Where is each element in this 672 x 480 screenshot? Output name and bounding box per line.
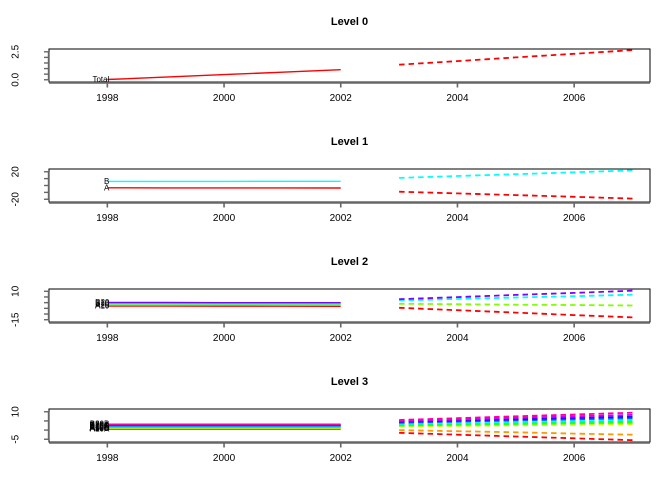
forecast-line-a20a: [399, 421, 633, 427]
forecast-line-a: [399, 190, 633, 200]
x-tick-label: 1998: [96, 333, 119, 344]
panel-level-3: Level 3 1998 2000 2002 2004 2006 10 -5 A10AA10BA…: [11, 376, 651, 464]
x-tick-label: 2004: [446, 453, 469, 464]
panel-level-1: Level 1 1998 2000 2002 2004 2006 20 -20 AB: [11, 136, 651, 224]
x-tick-label: 2000: [213, 213, 236, 224]
series-label-b20: B20: [95, 298, 110, 307]
plot-box: [48, 168, 651, 203]
series-label-a: A: [104, 183, 110, 192]
series-label-a10a: A10A: [90, 425, 110, 434]
x-tick-label: 2000: [213, 453, 236, 464]
x-tick-label: 2002: [330, 93, 353, 104]
series-label-a20: A20: [95, 300, 110, 309]
x-tick-label: 2004: [446, 213, 469, 224]
x-tick-label: 1998: [96, 213, 119, 224]
x-tick-label: 2006: [563, 213, 586, 224]
series-label-a20a: A20A: [90, 423, 110, 432]
series-label-a20b: A20B: [90, 422, 110, 431]
x-tick-label: 2006: [563, 333, 586, 344]
forecast-line-b20a: [399, 414, 633, 422]
series-label-b20b: B20B: [90, 420, 110, 429]
y-tick-label: 10: [11, 406, 22, 418]
forecast-line-b10: [399, 293, 633, 302]
series-label-b: B: [104, 177, 109, 186]
forecast-line-a10a: [399, 431, 633, 442]
forecast-line-b: [399, 169, 633, 179]
x-tick-label: 2006: [563, 453, 586, 464]
forecast-line-b20b: [399, 411, 633, 421]
forecast-line-total: [399, 49, 633, 66]
panel-title: Level 3: [331, 376, 368, 388]
plot-box: [48, 48, 651, 83]
series-label-b10a: B10A: [90, 422, 110, 431]
series-label-total: Total: [92, 75, 109, 84]
series-label-a10c: A10C: [89, 424, 109, 433]
x-tick-label: 2002: [330, 333, 353, 344]
x-tick-label: 2004: [446, 333, 469, 344]
x-tick-label: 1998: [96, 453, 119, 464]
x-tick-label: 2000: [213, 333, 236, 344]
forecast-line-b10a: [399, 418, 633, 425]
y-tick-label: 10: [11, 285, 22, 297]
y-tick-label: -5: [11, 434, 22, 443]
forecast-line-a20b: [399, 420, 633, 426]
series-label-b10c: B10C: [89, 421, 109, 430]
x-tick-label: 2004: [446, 93, 469, 104]
panel-level-2: Level 2 1998 2000 2002 2004 2006 10 -15 A10A20B1…: [11, 256, 651, 344]
y-tick-label: 0.0: [11, 72, 22, 86]
forecast-line-b10c: [399, 415, 633, 423]
y-tick-label: -15: [11, 312, 22, 327]
history-line-total: [107, 69, 341, 81]
x-tick-label: 2006: [563, 93, 586, 104]
series-label-b10b: B10B: [90, 421, 110, 430]
series-label-a10: A10: [95, 302, 110, 311]
y-tick-label: 2.5: [11, 44, 22, 58]
x-tick-label: 2000: [213, 93, 236, 104]
forecast-line-a10c: [399, 423, 633, 428]
series-label-b10: B10: [95, 299, 110, 308]
y-tick-label: 20: [11, 166, 22, 178]
panel-level-0: Level 0 1998 2000 2002 2004 2006 2.5 0.0 Total: [11, 16, 651, 104]
forecast-line-b20: [399, 289, 633, 301]
x-tick-label: 2002: [330, 213, 353, 224]
panel-title: Level 1: [331, 136, 368, 148]
series-label-a10b: A10B: [90, 424, 110, 433]
x-tick-label: 2002: [330, 453, 353, 464]
x-tick-label: 1998: [96, 93, 119, 104]
forecast-line-b10b: [399, 417, 633, 424]
series-label-b20a: B20A: [90, 420, 110, 429]
forecast-line-a20: [399, 302, 633, 307]
panel-title: Level 0: [331, 16, 368, 28]
panel-title: Level 2: [331, 256, 368, 268]
y-tick-label: -20: [11, 192, 22, 207]
forecast-line-a10b: [399, 429, 633, 436]
forecast-line-a10: [399, 306, 633, 319]
